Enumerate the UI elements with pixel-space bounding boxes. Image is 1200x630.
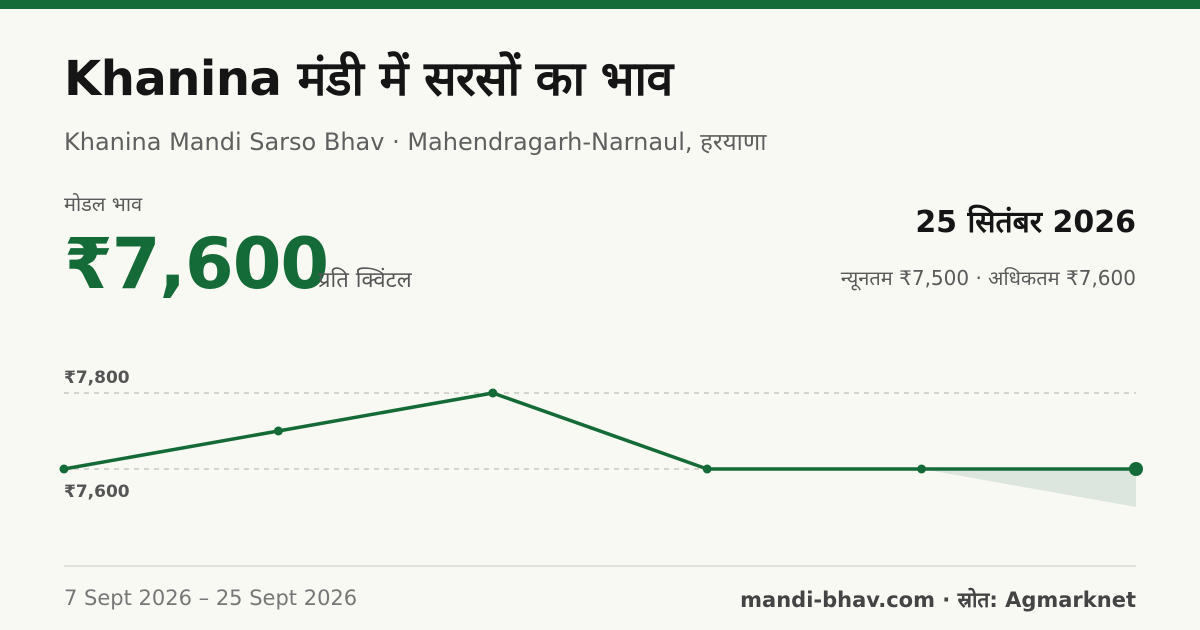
y-tick-label: ₹7,600 <box>64 482 130 502</box>
y-axis-ticks: ₹7,800 ₹7,600 <box>64 368 130 502</box>
page-title: Khanina मंडी में सरसों का भाव <box>64 51 673 107</box>
latest-point <box>1129 462 1143 476</box>
data-point <box>488 388 498 398</box>
modal-price-label: मोडल भाव <box>64 192 143 216</box>
date-range: 7 Sept 2026 – 25 Sept 2026 <box>64 586 358 610</box>
data-point <box>702 464 712 474</box>
top-accent-bar <box>0 0 1200 9</box>
modal-price-value: ₹7,600 <box>64 223 329 305</box>
price-date: 25 सितंबर 2026 <box>915 205 1136 240</box>
min-max-range: न्यूनतम ₹7,500 · अधिकतम ₹7,600 <box>840 266 1136 290</box>
source-credit: mandi-bhav.com · स्रोत: Agmarknet <box>740 588 1136 612</box>
y-tick-label: ₹7,800 <box>64 368 130 388</box>
footer-divider <box>64 565 1136 567</box>
min-price-band <box>921 469 1136 507</box>
modal-price-line <box>62 391 1138 471</box>
page-subtitle: Khanina Mandi Sarso Bhav · Mahendragarh-… <box>64 128 767 156</box>
price-unit: प्रति क्विंटल <box>318 268 412 293</box>
data-point <box>59 464 69 474</box>
data-point <box>917 464 927 474</box>
data-point <box>273 426 283 436</box>
chart-points <box>59 388 1143 476</box>
